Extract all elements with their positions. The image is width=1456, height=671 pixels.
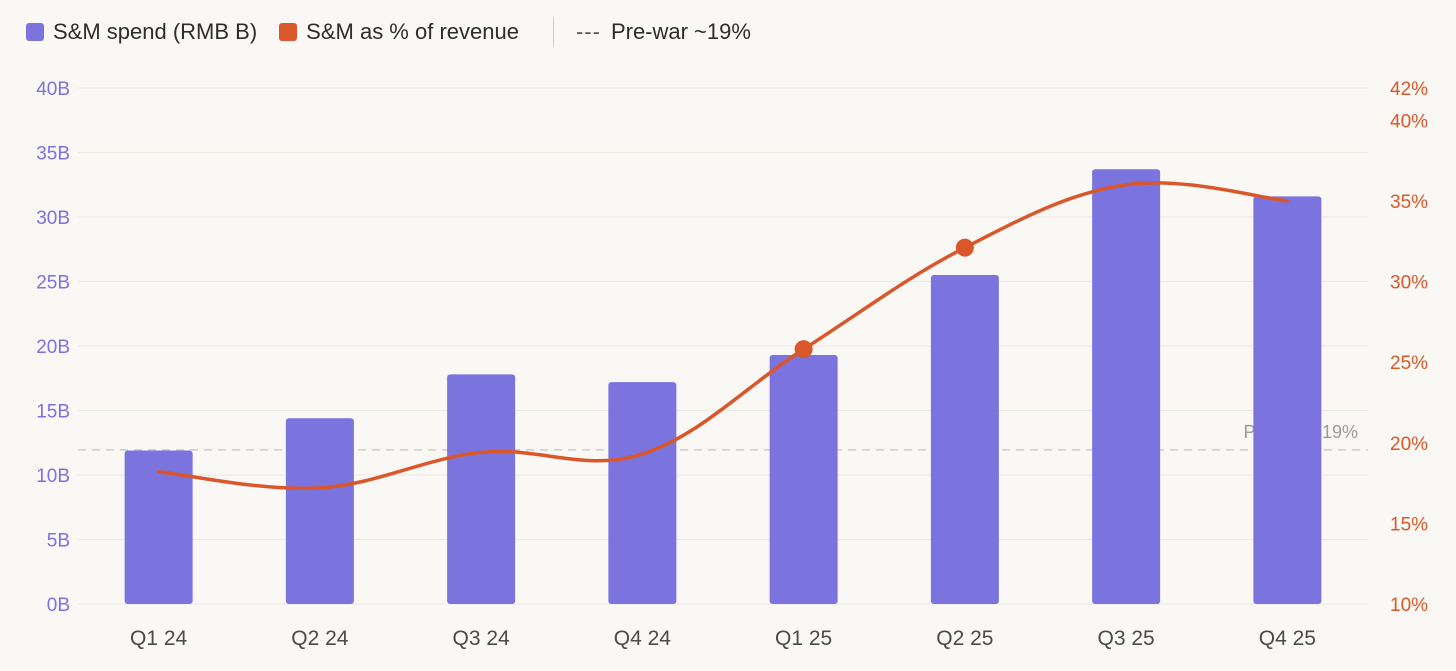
legend-label-prewar: Pre-war ~19% <box>610 19 751 44</box>
legend-item-sm-spend[interactable]: S&M spend (RMB B) <box>26 19 257 45</box>
bar <box>1092 169 1161 604</box>
legend: S&M spend (RMB B) S&M as % of revenue --… <box>26 14 773 50</box>
line-layer <box>156 181 1290 491</box>
bar <box>285 418 354 604</box>
x-tick-label: Q2 24 <box>291 627 349 650</box>
x-tick-label: Q3 24 <box>453 627 511 650</box>
bars-layer <box>124 169 1322 605</box>
series-line <box>156 181 1290 491</box>
bar <box>1253 196 1322 605</box>
legend-label-sm-spend: S&M spend (RMB B) <box>53 19 258 44</box>
y-left-tick-label: 20B <box>36 337 70 358</box>
bar <box>124 450 193 604</box>
y-right-tick-label: 30% <box>1390 273 1428 294</box>
x-tick-label: Q1 24 <box>130 627 188 650</box>
bar <box>930 275 999 604</box>
y-left-tick-label: 5B <box>47 531 70 552</box>
legend-swatch-line <box>279 23 298 41</box>
y-left-tick-label: 0B <box>47 595 70 616</box>
legend-item-prewar: --- Pre-war ~19% <box>576 19 751 45</box>
y-right-tick-label: 42% <box>1390 79 1428 100</box>
y-left-tick-label: 35B <box>36 144 70 165</box>
bar <box>608 382 677 604</box>
y-left-tick-label: 25B <box>36 273 70 294</box>
legend-item-sm-pct[interactable]: S&M as % of revenue <box>279 19 519 45</box>
x-tick-label: Q2 25 <box>936 627 993 650</box>
x-tick-label: Q4 25 <box>1259 627 1316 650</box>
y-right-tick-label: 10% <box>1390 595 1428 616</box>
reference-layer: Pre-war ~19% <box>78 422 1368 451</box>
legend-swatch-bar <box>26 23 44 41</box>
y-left-tick-label: 15B <box>36 402 70 423</box>
x-tick-label: Q1 25 <box>775 627 832 650</box>
legend-divider <box>552 17 554 47</box>
legend-dash-symbol: --- <box>575 19 601 44</box>
y-right-tick-label: 40% <box>1390 111 1428 132</box>
bar <box>769 355 838 604</box>
legend-label-sm-pct: S&M as % of revenue <box>306 19 519 44</box>
line-point <box>794 340 813 359</box>
y-left-tick-label: 30B <box>36 208 70 229</box>
y-right-tick-label: 15% <box>1390 514 1428 535</box>
x-tick-label: Q4 24 <box>614 627 672 650</box>
y-right-tick-label: 25% <box>1390 353 1428 374</box>
x-tick-label: Q3 25 <box>1098 627 1155 650</box>
line-point <box>955 238 974 257</box>
axis-layer: 0B 5B 10B 15B 20B 25B 30B 35B 40B 10% 15% 20% 25% 30%… <box>36 79 1428 650</box>
y-left-tick-label: 40B <box>36 79 70 100</box>
y-right-tick-label: 35% <box>1390 192 1428 213</box>
bar <box>447 374 516 604</box>
y-right-tick-label: 20% <box>1390 434 1428 455</box>
y-left-tick-label: 10B <box>36 466 70 487</box>
grid-layer <box>78 87 1368 605</box>
